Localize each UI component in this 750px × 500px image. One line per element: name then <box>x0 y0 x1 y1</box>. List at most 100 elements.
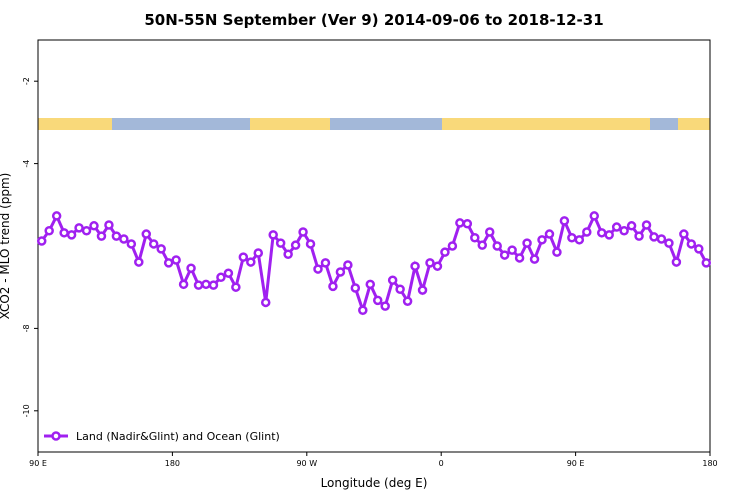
y-tick-label: -10 <box>22 404 31 417</box>
point <box>74 223 84 233</box>
point <box>410 261 420 271</box>
point <box>582 227 592 237</box>
point <box>335 267 346 277</box>
y-tick-label: -4 <box>22 160 31 168</box>
point <box>514 253 525 263</box>
x-tick-label: 180 <box>165 459 180 468</box>
point <box>358 305 368 316</box>
point <box>111 231 122 241</box>
point <box>186 263 196 273</box>
point <box>253 248 264 258</box>
y-tick-label: -8 <box>22 324 31 332</box>
point <box>455 218 465 228</box>
point <box>387 275 398 285</box>
x-tick-label: 90 E <box>567 459 585 468</box>
point <box>484 227 495 237</box>
point <box>320 258 331 268</box>
ocean-band <box>330 118 442 130</box>
legend-marker <box>51 431 61 441</box>
point <box>290 240 301 250</box>
point <box>268 230 278 240</box>
point <box>634 231 644 241</box>
point <box>216 272 226 283</box>
point <box>649 232 659 242</box>
x-tick-label: 0 <box>439 459 444 468</box>
point <box>350 283 361 293</box>
point <box>552 247 562 257</box>
point <box>447 241 458 251</box>
point <box>604 230 614 240</box>
plot-frame <box>37 39 711 453</box>
point <box>223 268 234 278</box>
point <box>365 279 376 290</box>
point <box>559 216 570 226</box>
point <box>462 219 473 229</box>
point <box>178 279 189 290</box>
point <box>51 211 62 221</box>
point <box>417 285 428 295</box>
point <box>477 240 488 250</box>
point <box>402 296 413 306</box>
point <box>425 258 435 268</box>
point <box>148 239 159 249</box>
land-ocean-strip <box>38 118 710 130</box>
point <box>574 235 585 245</box>
point <box>641 220 652 230</box>
point <box>36 236 47 246</box>
point <box>208 280 219 290</box>
point <box>567 233 577 243</box>
y-tick-label: -2 <box>22 77 31 85</box>
point <box>380 301 390 311</box>
point <box>298 227 308 237</box>
ocean-band <box>112 118 250 130</box>
point <box>522 238 532 248</box>
point <box>626 221 637 231</box>
point <box>96 231 107 241</box>
point <box>529 254 540 264</box>
ocean-band <box>650 118 678 130</box>
point <box>231 282 241 292</box>
point <box>193 280 204 290</box>
point <box>372 295 383 306</box>
point <box>589 211 600 221</box>
point <box>343 260 353 270</box>
point <box>328 281 338 292</box>
point <box>171 255 181 265</box>
point <box>656 234 667 244</box>
point <box>432 261 443 271</box>
point <box>119 234 129 244</box>
point <box>596 228 607 238</box>
point <box>701 258 712 268</box>
point <box>499 250 510 260</box>
point <box>611 222 622 232</box>
point <box>395 284 405 295</box>
y-axis-label: XCO2 - MLO trend (ppm) <box>0 173 12 320</box>
point <box>134 257 144 267</box>
point <box>66 230 77 240</box>
chart-title: 50N-55N September (Ver 9) 2014-09-06 to … <box>144 11 603 29</box>
legend-label: Land (Nadir&Glint) and Ocean (Glint) <box>76 430 280 443</box>
x-tick-label: 90 W <box>296 459 317 468</box>
point <box>664 238 674 248</box>
point <box>283 249 293 259</box>
point <box>470 233 480 243</box>
point <box>104 220 114 230</box>
point <box>44 226 54 236</box>
point <box>694 244 704 254</box>
point <box>507 245 517 255</box>
x-axis-label: Longitude (deg E) <box>321 476 428 490</box>
point <box>156 244 166 254</box>
x-tick-label: 90 E <box>29 459 47 468</box>
point <box>440 247 450 257</box>
point <box>537 235 547 245</box>
point <box>126 239 137 249</box>
point <box>163 258 174 268</box>
point <box>492 241 502 251</box>
point <box>305 239 316 249</box>
point <box>544 229 555 239</box>
point <box>686 239 697 249</box>
point <box>81 226 92 236</box>
point <box>679 229 689 239</box>
point <box>671 257 682 267</box>
